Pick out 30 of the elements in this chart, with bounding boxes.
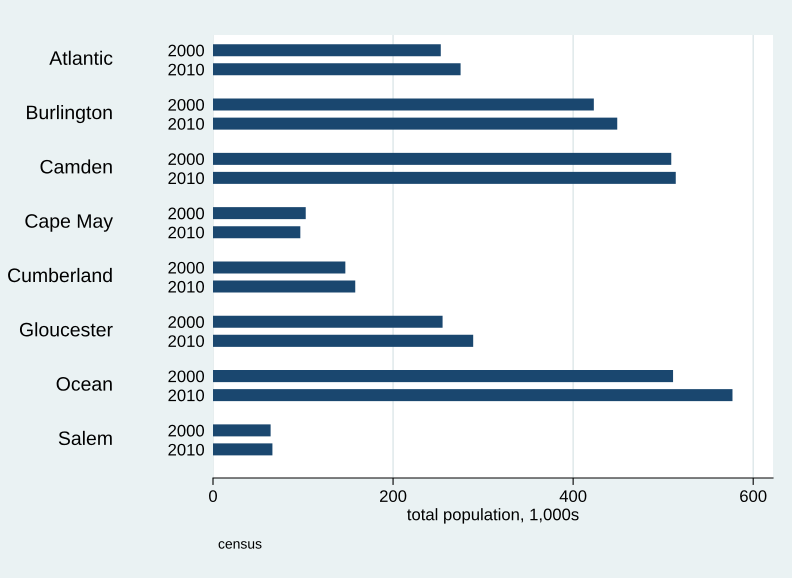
y-tick-label: 2000 (168, 98, 204, 111)
y-tick-label: 2000 (168, 208, 204, 220)
x-tick-label: 0 (209, 490, 217, 502)
text: Cape May (25, 214, 113, 232)
x-axis-title: total population, 1,000s (407, 508, 579, 524)
y-tick-label: 2000 (168, 370, 204, 382)
text: Burlington (27, 105, 112, 124)
y-tick-label: 2010 (168, 390, 204, 402)
x-tick-label: 200 (380, 490, 406, 502)
y-tick-label: 2000 (168, 44, 204, 56)
text: Ocean (56, 377, 112, 391)
y-tick-label: 2010 (168, 118, 204, 130)
x-tick-label: 600 (740, 490, 766, 502)
y-tick-label: 2000 (168, 262, 204, 274)
text: Salem (58, 430, 112, 446)
y-tick-label: 2010 (168, 172, 204, 184)
y-tick-label: 2010 (168, 444, 204, 456)
x-tick-label: 400 (560, 490, 586, 502)
y-tick-label: 2000 (168, 153, 204, 166)
text: Atlantic (49, 50, 112, 65)
text: Cumberland (8, 268, 112, 282)
y-tick-label: 2000 (168, 424, 204, 437)
y-tick-label: 2000 (168, 316, 204, 328)
y-tick-label: 2010 (168, 335, 204, 348)
y-tick-label: 2010 (168, 226, 204, 238)
y-tick-label: 2010 (168, 64, 204, 76)
text: census (218, 541, 262, 549)
y-tick-label: 2010 (168, 280, 204, 293)
text: Gloucester (20, 322, 113, 337)
text: Camden (40, 159, 112, 174)
